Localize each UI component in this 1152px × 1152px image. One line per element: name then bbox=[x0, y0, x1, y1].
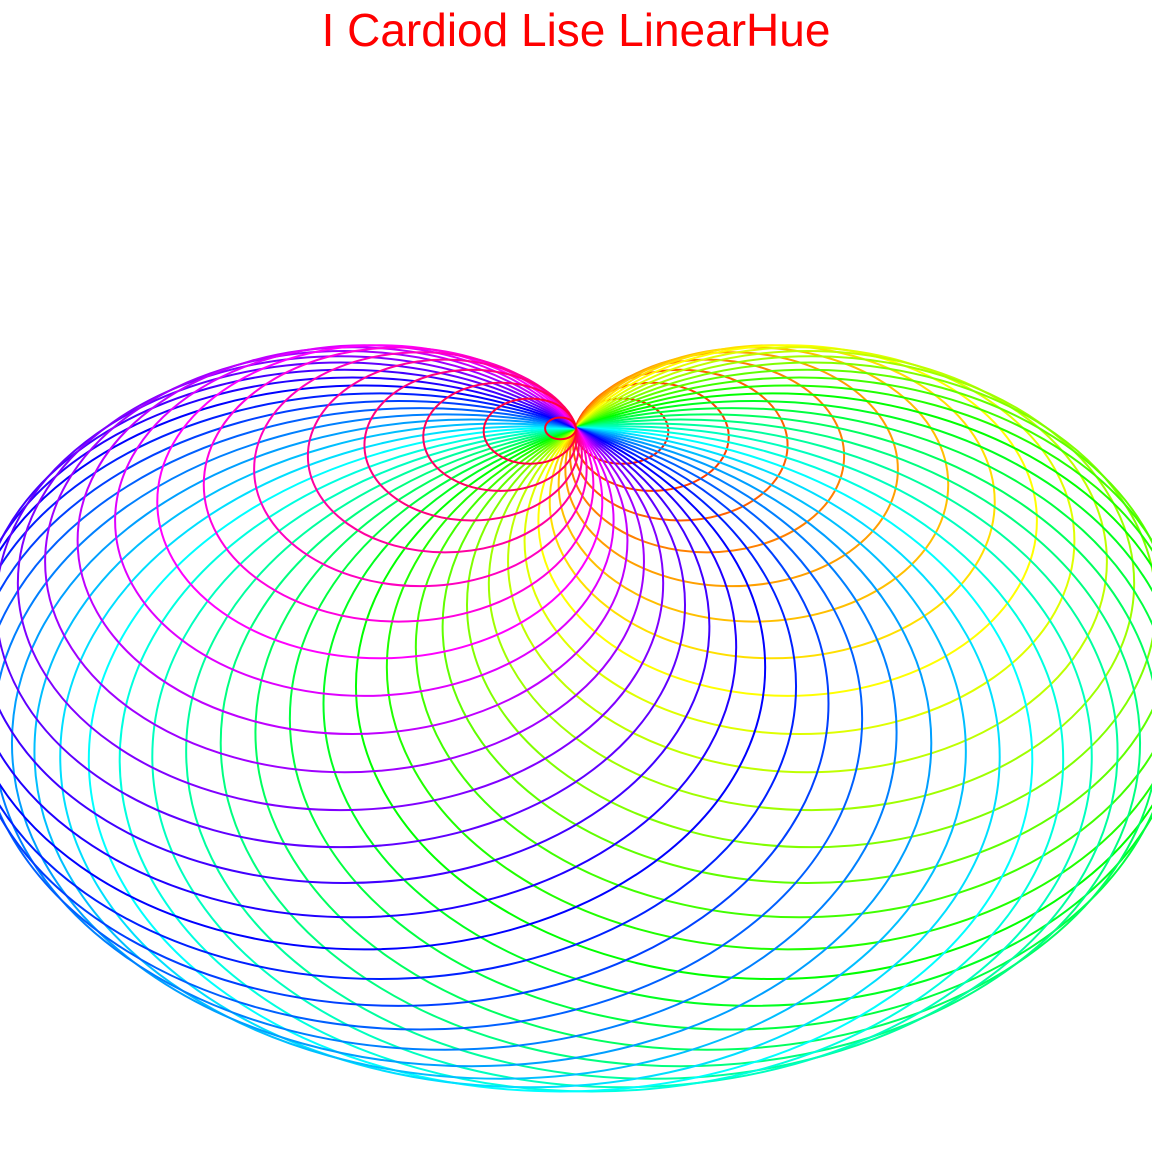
cardioid-circle bbox=[151, 425, 1093, 1089]
cardioid-circle bbox=[507, 350, 1108, 774]
cardioid-circle bbox=[16, 355, 665, 812]
cardioid-circle bbox=[0, 384, 767, 951]
cardioid-circle bbox=[185, 422, 1119, 1080]
cardioid-circle bbox=[59, 425, 1001, 1089]
chart-title: I Cardiod Lise LinearHue bbox=[321, 4, 831, 56]
cardioid-circle bbox=[118, 426, 1065, 1093]
cardioid-circle bbox=[572, 368, 789, 522]
cardioid-circle bbox=[544, 416, 577, 441]
cardioid-circle bbox=[537, 344, 1038, 697]
cardioid-circle bbox=[523, 346, 1076, 736]
cardioid-circle bbox=[156, 344, 604, 660]
cardioid-circle bbox=[355, 392, 1152, 980]
cardioid-circle bbox=[363, 368, 580, 522]
cardioid-circle bbox=[414, 376, 1152, 919]
cardioid-circle bbox=[487, 355, 1136, 812]
cardioid-circle bbox=[0, 361, 686, 849]
cardioid-circle bbox=[0, 407, 864, 1031]
cardioid-circle bbox=[0, 400, 830, 1007]
cardioid-circle bbox=[322, 400, 1152, 1007]
cardioid-circle bbox=[0, 368, 711, 884]
cardioid-circle bbox=[87, 426, 1034, 1093]
cardioid-circle bbox=[466, 361, 1152, 849]
cardioid-circle bbox=[385, 384, 1152, 951]
cardioid-circle bbox=[422, 381, 579, 492]
cardioid-circle bbox=[306, 358, 583, 554]
cardioid-circle bbox=[219, 418, 1142, 1068]
cardioid-circle bbox=[441, 368, 1152, 884]
cardioid-circle bbox=[288, 407, 1152, 1031]
cardioid-circle bbox=[10, 418, 933, 1068]
cardioid-circle bbox=[254, 413, 1152, 1051]
cardioid-circle bbox=[0, 392, 797, 980]
cardioid-circle bbox=[253, 351, 588, 588]
cardioid-circle bbox=[44, 350, 645, 774]
cardioid-circle bbox=[569, 358, 846, 554]
cardioid-circle bbox=[202, 346, 595, 623]
cardioid-circle bbox=[0, 413, 898, 1051]
cardioid-circle bbox=[33, 422, 967, 1080]
cardioid-circle bbox=[0, 376, 738, 919]
